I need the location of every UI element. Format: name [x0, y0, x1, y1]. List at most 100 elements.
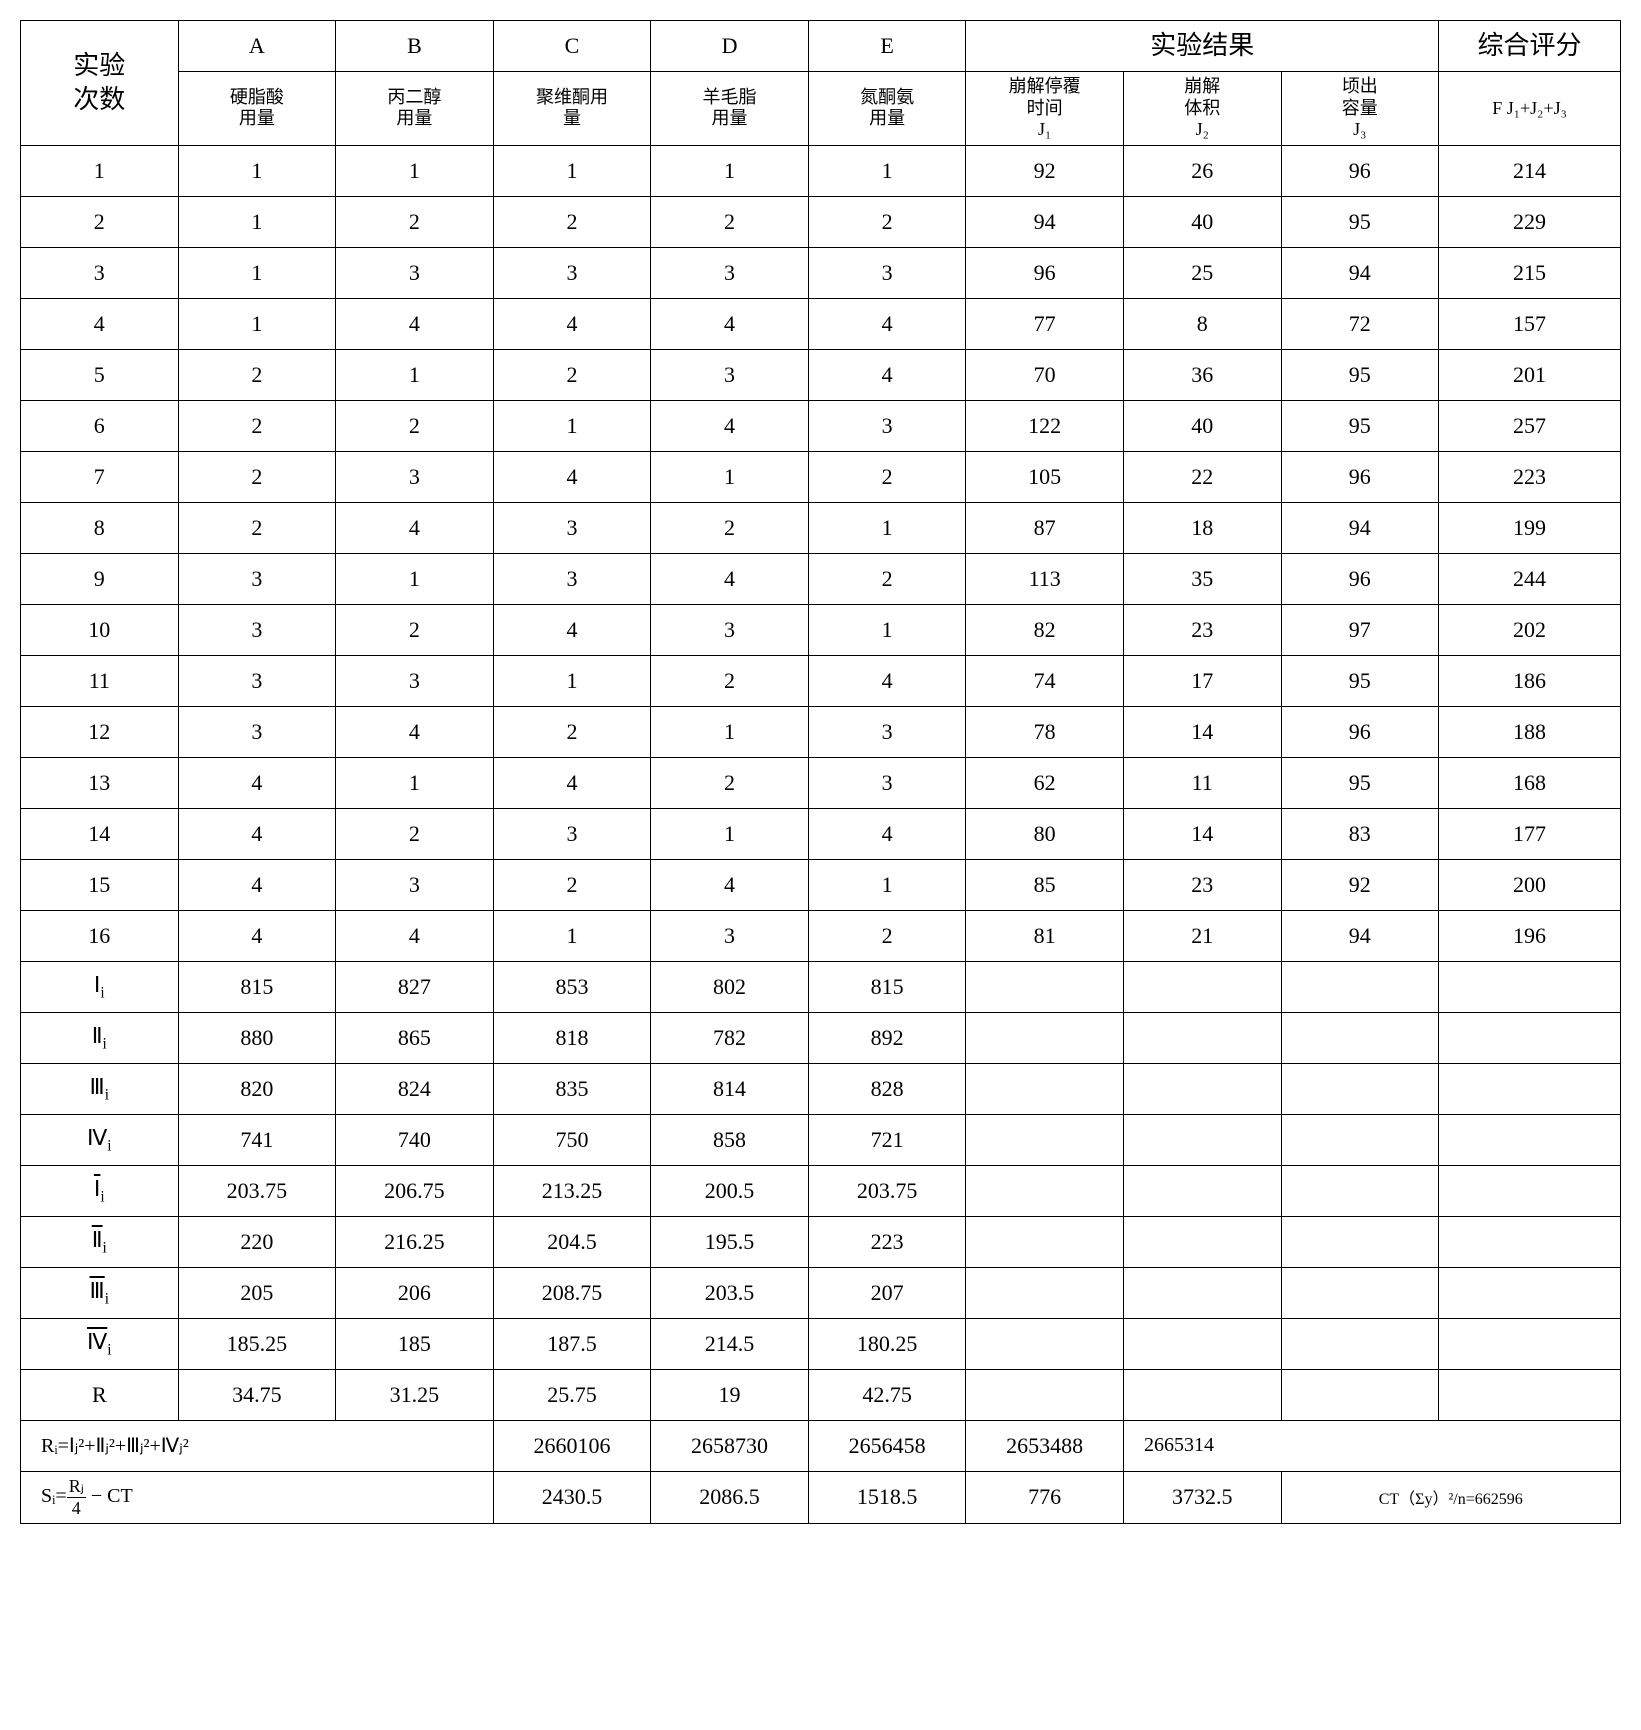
table-row: 313333962594215	[21, 247, 1621, 298]
empty-cell	[1123, 1114, 1281, 1165]
empty-cell	[966, 1165, 1124, 1216]
summary-cell: 814	[651, 1063, 809, 1114]
summary-cell: 34.75	[178, 1369, 336, 1420]
cell: 3	[808, 757, 966, 808]
summary-cell: 19	[651, 1369, 809, 1420]
cell: 1	[21, 145, 179, 196]
empty-cell	[966, 1267, 1124, 1318]
cell: 2	[336, 400, 494, 451]
summary-cell: 206.75	[336, 1165, 494, 1216]
cell: 17	[1123, 655, 1281, 706]
summary-cell: 180.25	[808, 1318, 966, 1369]
cell: 95	[1281, 196, 1439, 247]
header-factor-D: D	[651, 21, 809, 72]
si-fraction: Rⱼ4	[67, 1476, 86, 1519]
cell: 2	[336, 196, 494, 247]
cell: 3	[651, 910, 809, 961]
empty-cell	[1281, 1216, 1439, 1267]
cell: 2	[178, 400, 336, 451]
table-row: 521234703695201	[21, 349, 1621, 400]
header-run: 实验次数	[21, 21, 179, 146]
cell: 2	[651, 502, 809, 553]
empty-cell	[1281, 1318, 1439, 1369]
cell: 94	[1281, 910, 1439, 961]
cell: 4	[493, 298, 651, 349]
empty-cell	[1439, 1012, 1621, 1063]
si-pre: Sᵢ=	[41, 1485, 67, 1507]
cell: 4	[651, 859, 809, 910]
summary-cell: 802	[651, 961, 809, 1012]
si-post: − CT	[86, 1485, 133, 1507]
cell: 22	[1123, 451, 1281, 502]
empty-cell	[1123, 1267, 1281, 1318]
cell: 94	[966, 196, 1124, 247]
cell: 113	[966, 553, 1124, 604]
cell: 2	[178, 502, 336, 553]
summary-cell: 782	[651, 1012, 809, 1063]
cell: 21	[1123, 910, 1281, 961]
empty-cell	[1123, 1063, 1281, 1114]
summary-label: Ⅳi	[21, 1318, 179, 1369]
cell: 2	[493, 706, 651, 757]
empty-cell	[966, 1369, 1124, 1420]
cell: 177	[1439, 808, 1621, 859]
empty-cell	[1439, 1063, 1621, 1114]
empty-cell	[1439, 1369, 1621, 1420]
cell: 70	[966, 349, 1124, 400]
cell: 200	[1439, 859, 1621, 910]
summary-cell: 185.25	[178, 1318, 336, 1369]
header-row-2: 硬脂酸用量 丙二醇用量 聚维酮用量 羊毛脂用量 氮酮氨用量 崩解停覆时间J₁ 崩…	[21, 72, 1621, 146]
cell: 3	[493, 553, 651, 604]
cell: 2	[651, 757, 809, 808]
cell: 23	[1123, 859, 1281, 910]
cell: 223	[1439, 451, 1621, 502]
header-sub-A: 硬脂酸用量	[178, 72, 336, 146]
summary-cell: 858	[651, 1114, 809, 1165]
header-sub-result-1: 崩解停覆时间J₁	[966, 72, 1124, 146]
cell: 4	[336, 298, 494, 349]
cell: 6	[21, 400, 179, 451]
summary-cell: 206	[336, 1267, 494, 1318]
cell: 16	[21, 910, 179, 961]
cell: 2	[808, 451, 966, 502]
cell: 4	[336, 706, 494, 757]
cell: 81	[966, 910, 1124, 961]
table-row: 1133124741795186	[21, 655, 1621, 706]
cell: 4	[21, 298, 179, 349]
cell: 4	[493, 757, 651, 808]
table-row: 1032431822397202	[21, 604, 1621, 655]
cell: 1	[808, 859, 966, 910]
cell: 3	[493, 247, 651, 298]
cell: 78	[966, 706, 1124, 757]
cell: 92	[1281, 859, 1439, 910]
summary-cell: 827	[336, 961, 494, 1012]
cell: 40	[1123, 400, 1281, 451]
empty-cell	[1439, 1216, 1621, 1267]
cell: 157	[1439, 298, 1621, 349]
cell: 2	[178, 349, 336, 400]
summary-cell: 828	[808, 1063, 966, 1114]
ri-val-4: 2665314	[1123, 1420, 1620, 1471]
si-val-3: 776	[966, 1471, 1124, 1523]
cell: 1	[178, 298, 336, 349]
cell: 4	[493, 604, 651, 655]
summary-row-III: Ⅲi820824835814828	[21, 1063, 1621, 1114]
summary-cell: 835	[493, 1063, 651, 1114]
summary-label: Ⅳi	[21, 1114, 179, 1165]
summary-row-IIbar: Ⅱi220216.25204.5195.5223	[21, 1216, 1621, 1267]
summary-cell: 195.5	[651, 1216, 809, 1267]
table-row: 7234121052296223	[21, 451, 1621, 502]
si-formula-row: Sᵢ=Rⱼ4 − CT 2430.5 2086.5 1518.5 776 373…	[21, 1471, 1621, 1523]
summary-cell: 865	[336, 1012, 494, 1063]
cell: 2	[493, 349, 651, 400]
cell: 3	[651, 349, 809, 400]
cell: 122	[966, 400, 1124, 451]
cell: 3	[336, 247, 494, 298]
cell: 1	[336, 145, 494, 196]
cell: 80	[966, 808, 1124, 859]
cell: 2	[178, 451, 336, 502]
table-row: 1543241852392200	[21, 859, 1621, 910]
header-results: 实验结果	[966, 21, 1439, 72]
empty-cell	[1123, 1012, 1281, 1063]
table-row: 6221431224095257	[21, 400, 1621, 451]
